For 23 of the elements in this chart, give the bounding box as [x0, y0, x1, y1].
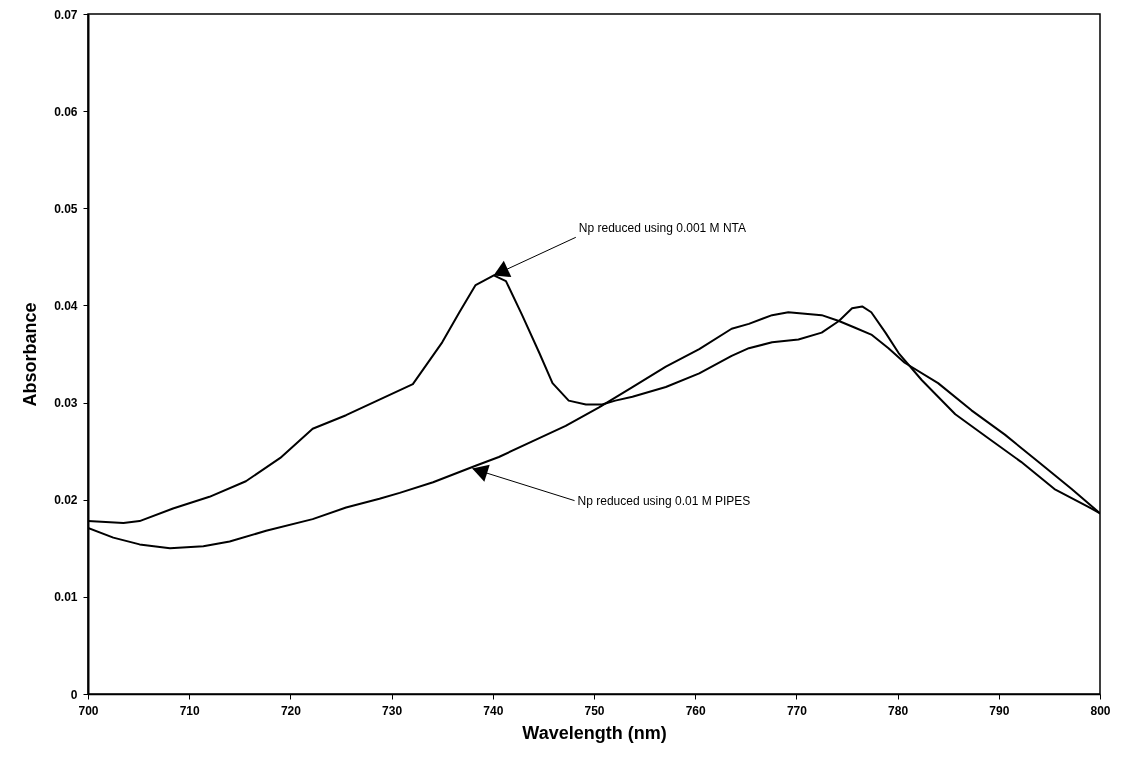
x-tick-label: 790 [989, 703, 1010, 718]
annotation: Np reduced using 0.001 M NTA [578, 221, 747, 236]
x-tick-label: 730 [382, 703, 403, 718]
x-tick-label: 750 [584, 703, 605, 718]
x-tick-label: 710 [179, 703, 201, 718]
x-tick-label: 770 [786, 703, 808, 718]
y-tick-label: 0.05 [54, 201, 78, 216]
y-tick-label: 0.01 [54, 590, 78, 605]
y-tick-label: 0.07 [54, 7, 78, 22]
y-tick-label: 0.06 [54, 104, 78, 119]
x-tick-label: 800 [1090, 703, 1111, 718]
y-tick-label: 0.04 [54, 298, 78, 313]
y-tick-label: 0 [70, 687, 78, 702]
x-axis-title: Wavelength (nm) [522, 722, 667, 743]
x-tick-label: 780 [888, 703, 909, 718]
y-tick-label: 0.02 [54, 493, 78, 508]
x-tick-label: 700 [78, 703, 99, 718]
x-tick-label: 740 [483, 703, 504, 718]
y-tick-label: 0.03 [54, 396, 78, 411]
annotation: Np reduced using 0.01 M PIPES [577, 493, 751, 508]
y-axis-title: Absorbance [20, 302, 41, 407]
x-tick-label: 760 [685, 703, 707, 718]
x-tick-label: 720 [280, 703, 302, 718]
